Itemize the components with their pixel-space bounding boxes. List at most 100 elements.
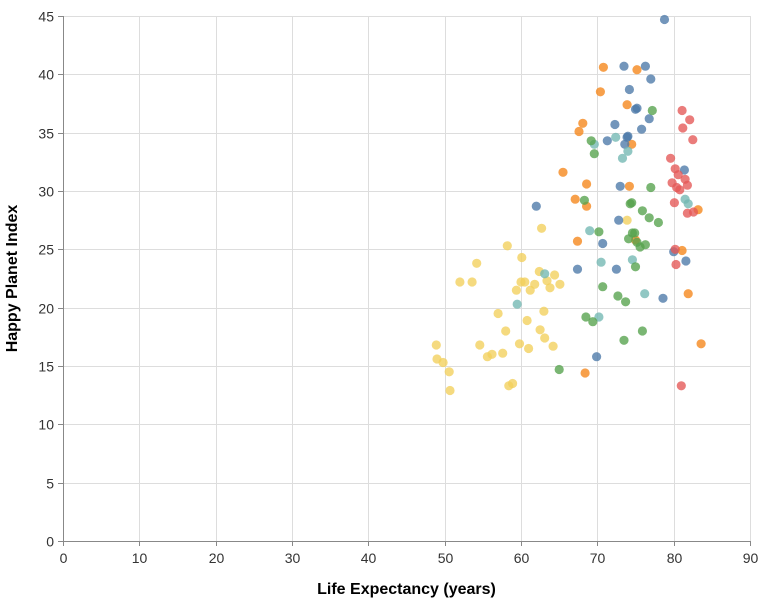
data-point xyxy=(582,179,592,189)
data-point xyxy=(630,262,641,272)
data-point xyxy=(522,315,532,326)
data-point xyxy=(623,131,633,141)
data-point xyxy=(647,105,657,116)
data-point xyxy=(630,228,640,238)
data-point xyxy=(598,62,609,72)
data-point xyxy=(438,357,448,368)
data-point xyxy=(685,115,695,125)
y-tick-label: 5 xyxy=(46,476,54,492)
data-point xyxy=(620,139,630,149)
data-point xyxy=(537,223,547,233)
data-point xyxy=(688,135,698,145)
data-points xyxy=(431,14,706,396)
data-point xyxy=(644,213,654,223)
data-point xyxy=(540,333,550,343)
data-point xyxy=(677,105,687,116)
x-tick-label: 40 xyxy=(361,550,377,566)
x-tick-label: 30 xyxy=(285,550,301,566)
data-point xyxy=(637,206,648,216)
data-point xyxy=(637,124,647,134)
data-point xyxy=(622,215,632,225)
y-tick-label: 10 xyxy=(38,417,54,433)
data-point xyxy=(658,293,668,303)
data-point xyxy=(572,236,583,246)
data-point xyxy=(683,289,693,299)
y-tick-label: 45 xyxy=(38,9,54,25)
data-point xyxy=(539,306,549,316)
data-point xyxy=(514,339,525,349)
data-point xyxy=(588,317,598,327)
y-tick-label: 30 xyxy=(38,184,54,200)
data-point xyxy=(493,308,503,319)
data-point xyxy=(554,364,564,375)
data-point xyxy=(455,277,465,287)
y-tick-label: 40 xyxy=(38,67,54,83)
y-tick-label: 15 xyxy=(38,359,54,375)
x-tick-label: 60 xyxy=(514,550,530,566)
data-point xyxy=(574,126,584,137)
data-point xyxy=(621,297,631,307)
data-point xyxy=(512,299,522,309)
data-point xyxy=(623,146,633,156)
x-tick-label: 10 xyxy=(132,550,148,566)
data-point xyxy=(501,326,511,336)
data-point xyxy=(675,185,685,195)
data-point xyxy=(627,139,637,149)
data-point xyxy=(624,84,635,95)
y-tick-label: 35 xyxy=(38,126,54,142)
data-point xyxy=(472,258,482,268)
data-point xyxy=(602,136,612,146)
data-point xyxy=(627,255,638,265)
data-point xyxy=(614,215,624,225)
data-point xyxy=(445,385,455,396)
data-point xyxy=(637,326,648,336)
data-point xyxy=(673,170,683,180)
data-point xyxy=(550,270,560,280)
data-point xyxy=(627,198,637,208)
data-point xyxy=(596,257,606,267)
x-tick-label: 80 xyxy=(667,550,683,566)
data-point xyxy=(613,291,623,301)
data-point xyxy=(572,264,583,274)
x-tick-label: 0 xyxy=(60,550,68,566)
data-point xyxy=(431,340,441,350)
data-point xyxy=(540,269,550,279)
axes: 0 10 20 30 40 50 60 70 80 90 0 5 10 15 20 25 30 35 40 45 xyxy=(38,9,758,567)
data-point xyxy=(520,277,530,287)
data-point xyxy=(581,312,591,322)
data-point xyxy=(610,119,620,130)
data-point xyxy=(611,264,622,274)
data-point xyxy=(524,343,534,354)
data-point xyxy=(594,227,604,237)
data-point xyxy=(669,198,680,208)
x-tick-label: 20 xyxy=(209,550,225,566)
data-point xyxy=(666,153,676,163)
data-point xyxy=(542,276,552,286)
data-point xyxy=(558,167,568,177)
y-tick-label: 20 xyxy=(38,301,54,317)
data-point xyxy=(595,87,606,97)
data-point xyxy=(555,279,565,289)
data-point xyxy=(632,103,642,113)
data-point xyxy=(517,252,527,263)
data-point xyxy=(487,349,497,359)
data-point xyxy=(640,61,651,71)
x-tick-label: 90 xyxy=(743,550,759,566)
data-point xyxy=(475,340,485,350)
data-point xyxy=(580,368,590,378)
data-point xyxy=(467,277,477,287)
data-point xyxy=(589,149,599,159)
data-point xyxy=(676,381,686,391)
data-point xyxy=(671,259,681,270)
data-point xyxy=(585,226,595,236)
data-point xyxy=(511,285,521,295)
gridlines xyxy=(63,16,751,542)
y-tick-label: 0 xyxy=(46,534,54,550)
data-point xyxy=(659,14,670,25)
data-point xyxy=(530,279,540,289)
data-point xyxy=(578,118,588,128)
x-axis-title: Life Expectancy (years) xyxy=(317,581,496,598)
data-point xyxy=(677,245,687,256)
data-point xyxy=(502,241,512,251)
